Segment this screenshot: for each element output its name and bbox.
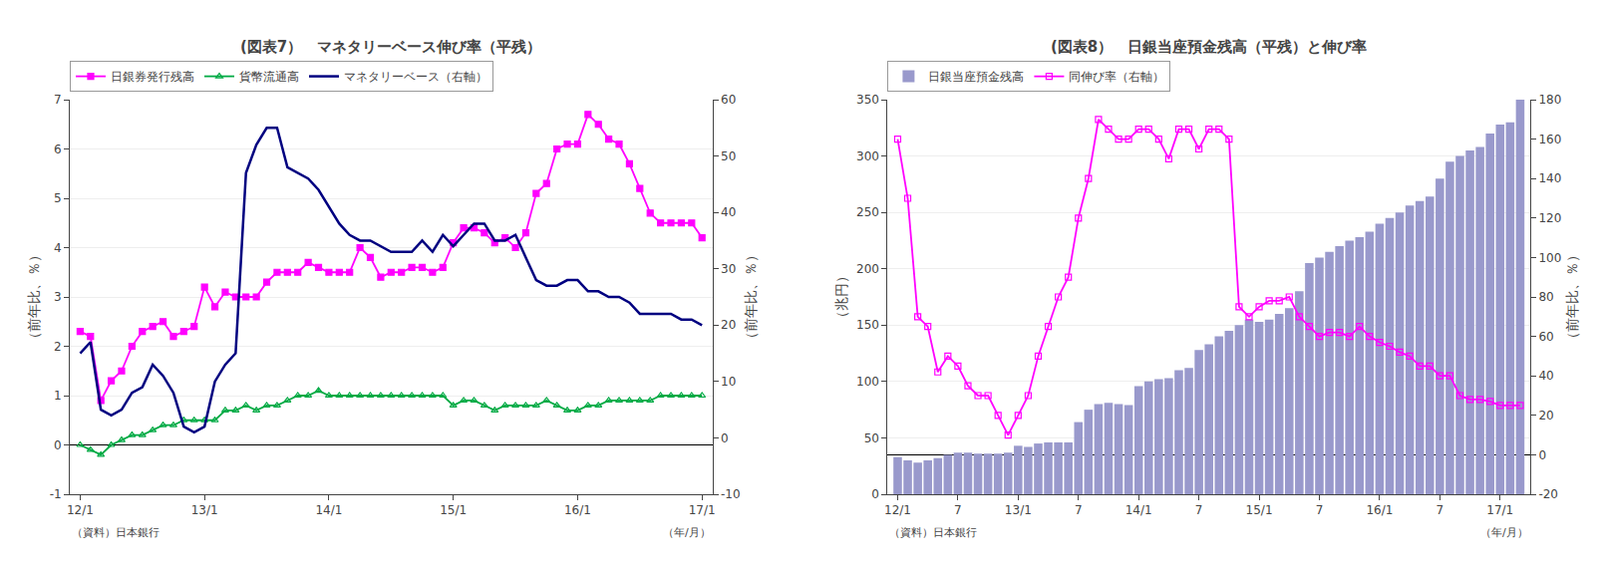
svg-text:50: 50 <box>720 149 736 164</box>
svg-text:7: 7 <box>1074 503 1083 518</box>
svg-text:0: 0 <box>53 438 62 453</box>
svg-text:100: 100 <box>1538 251 1562 266</box>
svg-text:120: 120 <box>1538 211 1562 226</box>
svg-text:0: 0 <box>1538 448 1547 463</box>
svg-text:200: 200 <box>856 262 880 277</box>
svg-text:（兆円）: （兆円） <box>833 269 850 325</box>
svg-text:17/1: 17/1 <box>688 503 716 518</box>
svg-text:（資料）日本銀行: （資料）日本銀行 <box>71 526 160 540</box>
svg-text:6: 6 <box>53 142 62 157</box>
svg-text:（前年比、％）: （前年比、％） <box>25 248 42 346</box>
svg-text:-10: -10 <box>720 487 741 502</box>
svg-text:10: 10 <box>720 374 736 389</box>
svg-text:（前年比、％）: （前年比、％） <box>1564 248 1581 346</box>
svg-text:180: 180 <box>1538 92 1562 107</box>
svg-text:0: 0 <box>871 487 880 502</box>
svg-text:13/1: 13/1 <box>191 503 219 518</box>
svg-text:80: 80 <box>1538 290 1554 305</box>
svg-text:貨幣流通高: 貨幣流通高 <box>239 69 300 84</box>
svg-text:13/1: 13/1 <box>1004 503 1032 518</box>
svg-text:マネタリーベース（右軸）: マネタリーベース（右軸） <box>343 69 488 84</box>
svg-text:-1: -1 <box>49 487 62 502</box>
svg-text:15/1: 15/1 <box>439 503 467 518</box>
svg-text:100: 100 <box>856 374 880 389</box>
svg-text:0: 0 <box>720 431 729 446</box>
svg-text:14/1: 14/1 <box>315 503 342 518</box>
svg-text:17/1: 17/1 <box>1486 503 1514 518</box>
svg-text:40: 40 <box>1538 368 1554 383</box>
svg-text:40: 40 <box>720 205 736 220</box>
svg-text:1: 1 <box>53 388 62 403</box>
svg-text:12/1: 12/1 <box>66 503 94 518</box>
svg-text:60: 60 <box>1538 329 1554 344</box>
svg-text:同伸び率（右軸）: 同伸び率（右軸） <box>1068 69 1165 84</box>
svg-text:(図表8） 日銀当座預金残高（平残）と伸び率: (図表8） 日銀当座預金残高（平残）と伸び率 <box>1050 37 1367 56</box>
svg-text:日銀当座預金残高: 日銀当座預金残高 <box>928 69 1024 84</box>
svg-text:30: 30 <box>720 262 736 277</box>
svg-text:（年/月）: （年/月） <box>1480 526 1529 540</box>
svg-text:15/1: 15/1 <box>1246 503 1274 518</box>
svg-text:3: 3 <box>53 290 62 305</box>
svg-text:160: 160 <box>1538 132 1562 147</box>
svg-text:（前年比、％）: （前年比、％） <box>742 248 759 346</box>
svg-text:20: 20 <box>720 318 736 332</box>
svg-text:60: 60 <box>720 92 736 107</box>
svg-text:7: 7 <box>1195 503 1204 518</box>
svg-text:300: 300 <box>856 149 880 164</box>
svg-text:4: 4 <box>53 241 62 256</box>
svg-text:-20: -20 <box>1538 487 1559 502</box>
svg-text:250: 250 <box>856 205 880 220</box>
svg-text:150: 150 <box>856 318 880 332</box>
svg-text:7: 7 <box>954 503 962 518</box>
svg-text:(図表7） マネタリーベース伸び率（平残）: (図表7） マネタリーベース伸び率（平残） <box>240 37 542 56</box>
svg-text:（資料）日本銀行: （資料）日本銀行 <box>889 526 977 540</box>
svg-text:50: 50 <box>864 431 880 446</box>
svg-text:日銀券発行残高: 日銀券発行残高 <box>110 69 195 84</box>
svg-text:16/1: 16/1 <box>564 503 592 518</box>
svg-text:14/1: 14/1 <box>1125 503 1153 518</box>
svg-text:20: 20 <box>1538 408 1554 423</box>
svg-text:5: 5 <box>53 191 62 206</box>
svg-text:16/1: 16/1 <box>1365 503 1393 518</box>
svg-text:7: 7 <box>1436 503 1445 518</box>
svg-text:350: 350 <box>856 92 880 107</box>
svg-text:7: 7 <box>53 92 62 107</box>
svg-text:140: 140 <box>1538 171 1562 186</box>
svg-text:（年/月）: （年/月） <box>662 526 711 540</box>
svg-text:12/1: 12/1 <box>884 503 912 518</box>
svg-text:7: 7 <box>1315 503 1324 518</box>
svg-text:2: 2 <box>53 339 62 354</box>
